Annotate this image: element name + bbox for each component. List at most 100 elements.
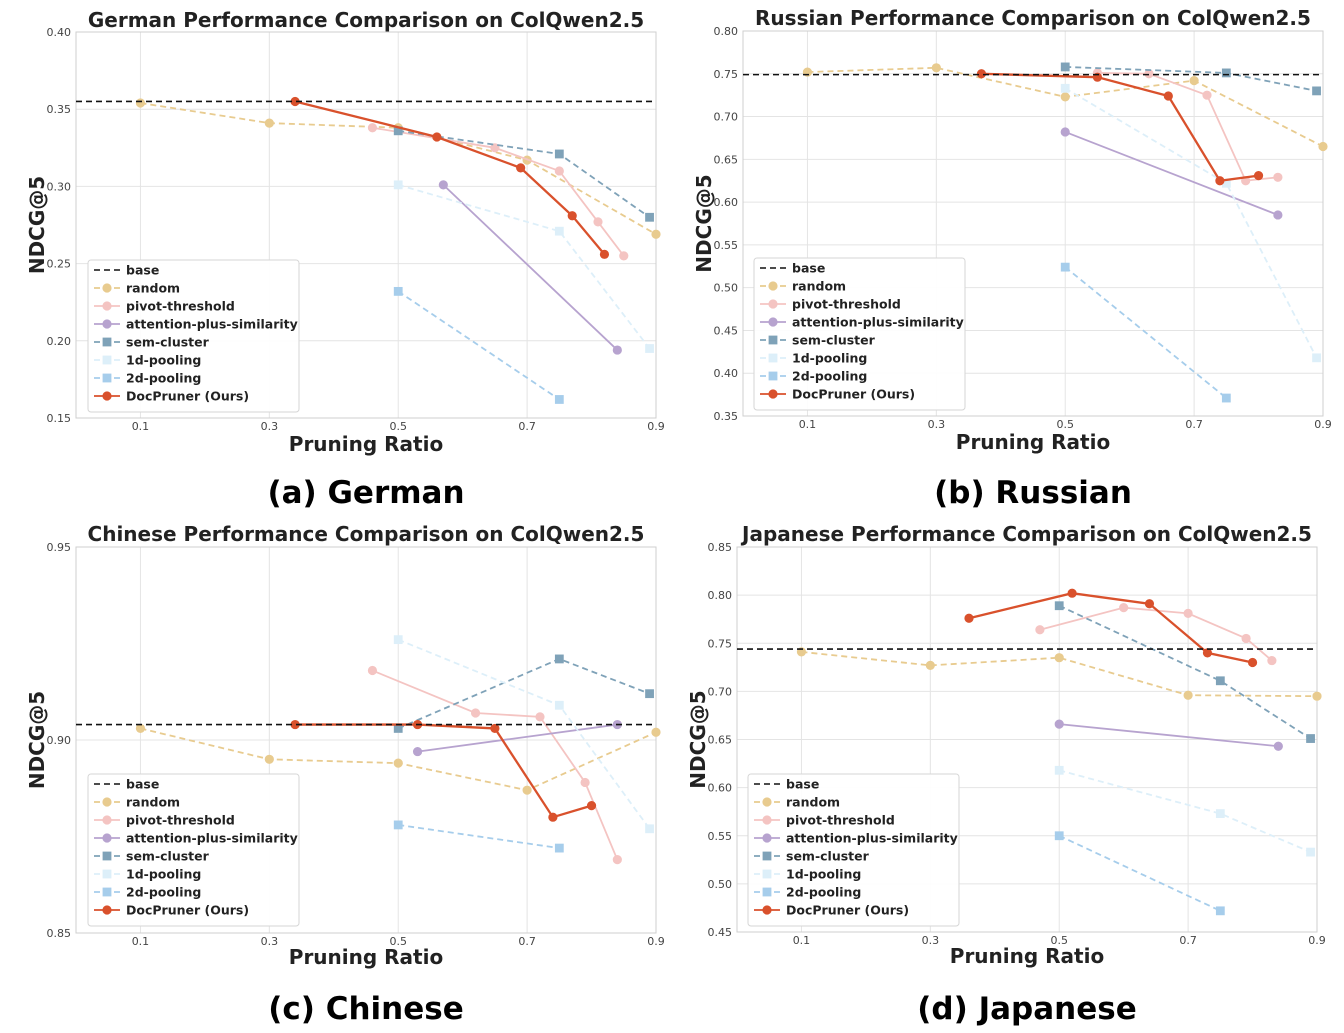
data-point-pivot-threshold <box>367 123 378 133</box>
data-point-docpruner-ours <box>1067 588 1077 598</box>
legend-marker-1d-pooling <box>768 353 778 363</box>
legend-label-1d-pooling: 1d-pooling <box>126 867 201 882</box>
data-point-docpruner-ours <box>567 211 577 221</box>
plot-frame <box>742 30 1324 417</box>
data-point-attention-plus-similarity <box>1060 127 1070 137</box>
data-point-sem-cluster <box>1215 676 1225 686</box>
x-tick-label: 0.1 <box>793 934 811 947</box>
data-point-1d-pooling <box>645 344 654 353</box>
legend-label-2d-pooling: 2d-pooling <box>126 885 201 900</box>
legend: base random pivot-threshold attention-plus-… <box>87 773 300 927</box>
x-tick-label: 0.9 <box>647 935 665 948</box>
x-tick-label: 0.3 <box>261 935 279 948</box>
legend-label-sem-cluster: sem-cluster <box>126 849 210 864</box>
y-tick-label: 0.30 <box>47 180 72 193</box>
y-tick-label: 0.45 <box>714 324 739 337</box>
data-point-pivot-threshold <box>619 251 629 261</box>
legend-label-docpruner-ours: DocPruner (Ours) <box>786 903 909 918</box>
x-tick-label: 0.5 <box>389 935 407 948</box>
y-tick-label: 0.80 <box>714 25 739 38</box>
legend: base random pivot-threshold attention-plus-… <box>87 259 300 413</box>
data-point-random <box>1189 76 1199 86</box>
series-docpruner-ours <box>976 69 1264 186</box>
data-point-attention-plus-similarity <box>1273 741 1283 751</box>
data-point-docpruner-ours <box>548 812 558 822</box>
x-tick-label: 0.5 <box>1056 418 1074 431</box>
legend-marker-2d-pooling <box>102 887 112 897</box>
data-point-1d-pooling <box>1312 353 1321 363</box>
data-point-sem-cluster <box>1060 62 1070 72</box>
legend-label-1d-pooling: 1d-pooling <box>786 867 861 882</box>
chart-title: German Performance Comparison on ColQwen… <box>88 8 644 32</box>
legend-label-pivot-threshold: pivot-threshold <box>126 299 235 314</box>
data-point-1d-pooling <box>1060 83 1070 93</box>
data-point-pivot-threshold <box>554 166 564 176</box>
series-2d-pooling <box>1060 262 1231 403</box>
data-point-1d-pooling <box>1215 809 1225 819</box>
legend-marker-sem-cluster <box>102 337 112 347</box>
series-line-attention-plus-similarity <box>1059 723 1279 748</box>
series-random <box>802 63 1328 152</box>
data-point-2d-pooling <box>554 843 564 853</box>
legend-label-random: random <box>786 795 840 810</box>
data-point-docpruner-ours <box>1215 176 1225 186</box>
x-tick-label: 0.9 <box>1308 934 1326 947</box>
legend-marker-attention-plus-similarity <box>102 833 112 843</box>
legend: base random pivot-threshold attention-plus-… <box>747 773 960 927</box>
panel-caption: (b) Russian <box>934 475 1132 511</box>
data-point-random <box>651 229 661 239</box>
data-point-random <box>264 118 274 128</box>
data-point-random <box>135 723 146 734</box>
data-point-attention-plus-similarity <box>1273 210 1283 220</box>
data-point-attention-plus-similarity <box>438 180 448 190</box>
series-1d-pooling <box>393 180 654 353</box>
legend-marker-1d-pooling <box>102 869 112 879</box>
data-point-1d-pooling <box>554 226 564 236</box>
data-point-random <box>1054 653 1064 663</box>
x-tick-label: 0.1 <box>132 935 150 948</box>
y-tick-label: 0.90 <box>47 734 72 747</box>
x-axis-label: Pruning Ratio <box>950 944 1104 968</box>
y-tick-label: 0.60 <box>708 782 733 795</box>
plot-frame <box>75 31 657 419</box>
y-tick-label: 0.25 <box>47 258 72 271</box>
data-point-random <box>1312 691 1322 701</box>
data-point-docpruner-ours <box>599 249 610 259</box>
data-point-pivot-threshold <box>580 777 590 788</box>
series-sem-cluster <box>393 126 654 222</box>
y-tick-label: 0.40 <box>714 367 739 380</box>
panel-caption: (d) Japanese <box>917 991 1136 1027</box>
legend-label-sem-cluster: sem-cluster <box>786 849 870 864</box>
legend-marker-pivot-threshold <box>102 815 112 825</box>
series-line-sem-cluster <box>398 129 651 219</box>
x-tick-label: 0.1 <box>132 420 150 433</box>
data-point-1d-pooling <box>554 700 564 710</box>
legend-label-base: base <box>126 263 159 278</box>
series-line-2d-pooling <box>398 824 560 849</box>
data-point-random <box>135 98 146 108</box>
data-point-pivot-threshold <box>535 712 545 722</box>
legend-marker-docpruner-ours <box>768 389 778 399</box>
series-sem-cluster <box>1054 601 1315 743</box>
data-point-1d-pooling <box>1306 847 1315 857</box>
data-point-attention-plus-similarity <box>412 746 423 757</box>
legend-marker-2d-pooling <box>102 373 112 383</box>
y-tick-label: 0.60 <box>714 196 739 209</box>
legend-label-docpruner-ours: DocPruner (Ours) <box>126 903 249 918</box>
series-sem-cluster <box>393 654 654 733</box>
legend-label-random: random <box>126 795 180 810</box>
legend-marker-2d-pooling <box>768 371 778 381</box>
legend-label-base: base <box>126 777 159 792</box>
series-line-1d-pooling <box>1058 769 1311 853</box>
data-point-pivot-threshold <box>490 143 500 153</box>
legend-marker-docpruner-ours <box>762 905 772 915</box>
chart-panel-russian: 0.1 0.3 0.5 0.7 0.9 0.35 0.40 0.45 0.50 0.55 0.60 0… <box>692 6 1332 511</box>
legend-label-docpruner-ours: DocPruner (Ours) <box>792 387 915 402</box>
data-point-pivot-threshold <box>470 708 481 718</box>
legend-label-1d-pooling: 1d-pooling <box>126 353 201 368</box>
legend-marker-sem-cluster <box>768 335 778 345</box>
x-tick-label: 0.5 <box>389 420 407 433</box>
series-1d-pooling <box>393 635 654 834</box>
data-point-pivot-threshold <box>1241 633 1251 644</box>
data-point-random <box>1060 92 1070 102</box>
